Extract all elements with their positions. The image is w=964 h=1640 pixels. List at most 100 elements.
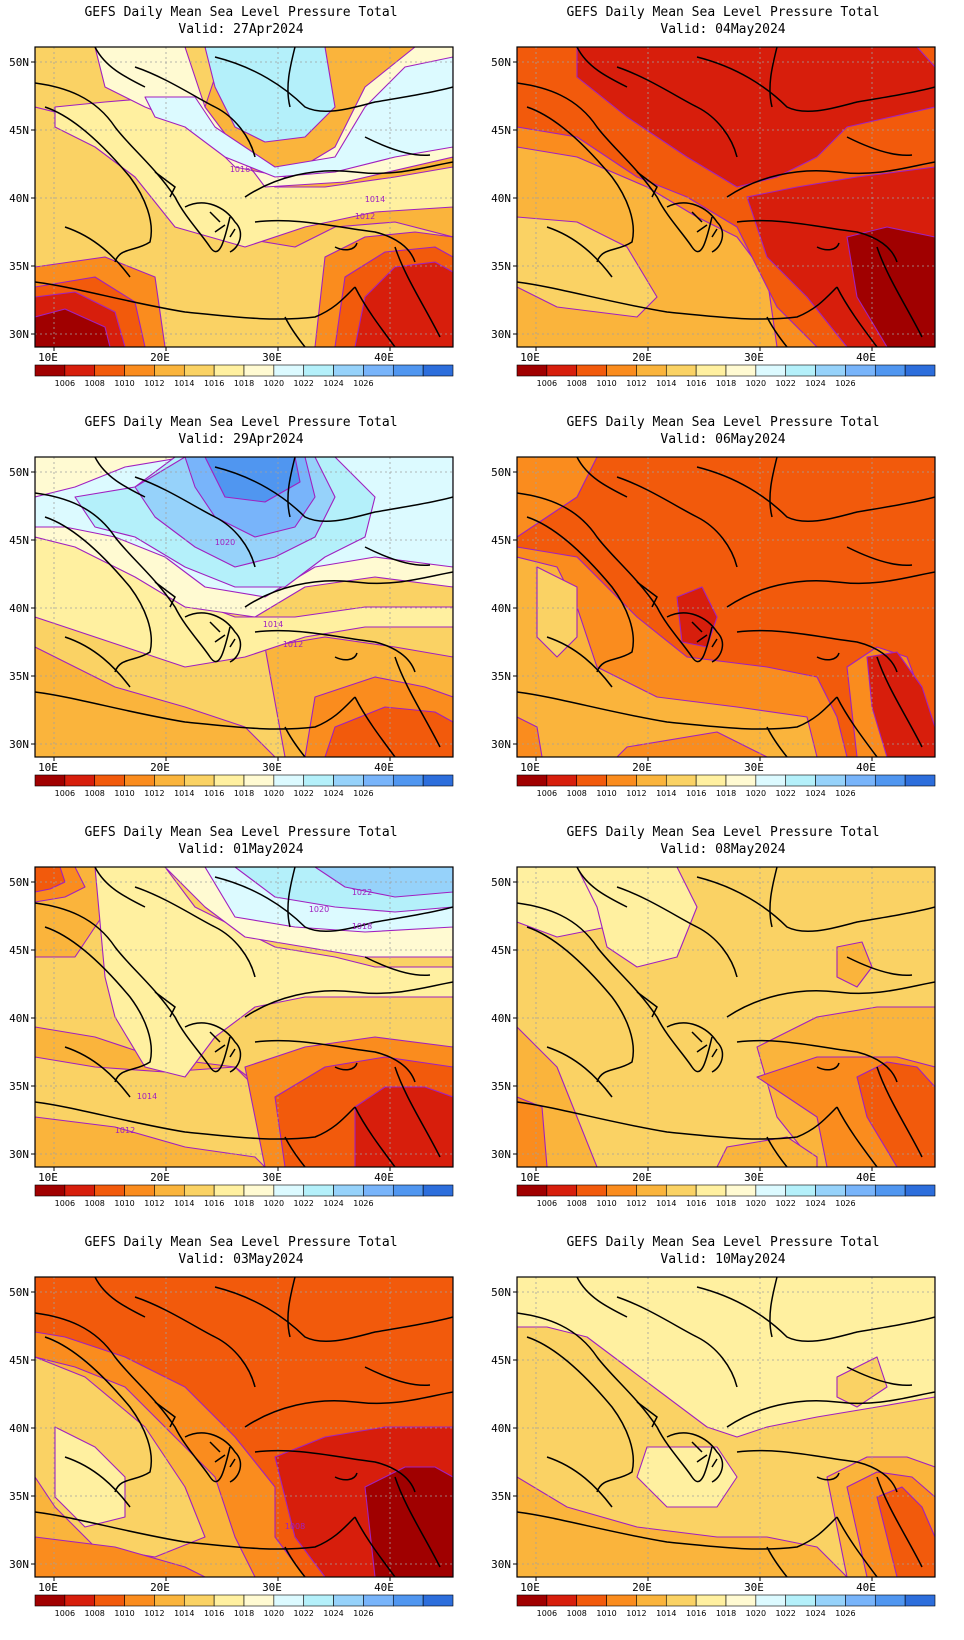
colorbar-swatch: [516, 774, 548, 787]
colorbar-label: 1010: [596, 379, 616, 388]
colorbar-swatch: [576, 1184, 607, 1197]
grid-lines: [35, 47, 453, 347]
latitude-label: 35N: [9, 260, 29, 273]
latitude-label: 45N: [9, 1354, 29, 1367]
latitude-label: 40N: [491, 192, 511, 205]
colorbar-swatch: [636, 1594, 667, 1607]
colorbar-label: 1018: [234, 1609, 254, 1618]
colorbar-swatch: [273, 364, 305, 377]
colorbar-swatch: [392, 364, 424, 377]
valid-date: Valid: 03May2024: [178, 1252, 304, 1267]
colorbar-label: 1008: [567, 1609, 587, 1618]
longitude-label: 40E: [374, 761, 394, 774]
colorbar-label: 1006: [55, 379, 75, 388]
colorbar-swatch: [64, 1184, 96, 1197]
latitude-label: 45N: [9, 534, 29, 547]
longitude-label: 10E: [38, 761, 58, 774]
colorbar-label: 1014: [656, 1199, 676, 1208]
map-area: 1016 1014 1012: [35, 47, 453, 347]
colorbar-label: 1008: [85, 789, 105, 798]
colorbar-swatch: [94, 774, 125, 787]
pressure-contour-band: [204, 47, 336, 143]
colorbar-label: 1008: [85, 379, 105, 388]
grid-lines: [517, 1277, 935, 1577]
colorbar-label: 1016: [686, 1609, 706, 1618]
colorbar-swatch: [725, 774, 757, 787]
map-panel-5: GEFS Daily Mean Sea Level Pressure Total…: [0, 820, 482, 1230]
colorbar-label: 1016: [204, 379, 224, 388]
latitude-label: 40N: [9, 602, 29, 615]
colorbar-swatch: [213, 774, 245, 787]
colorbar-label: 1022: [776, 1199, 796, 1208]
colorbar-swatch: [665, 774, 697, 787]
colorbar-swatch: [183, 774, 215, 787]
pressure-contour-band: [536, 566, 578, 658]
contour-label: 1012: [283, 640, 303, 649]
colorbar-swatch: [183, 1184, 215, 1197]
longitude-label: 20E: [632, 761, 652, 774]
map-panel-3: GEFS Daily Mean Sea Level Pressure Total…: [0, 410, 482, 820]
colorbar-swatch: [725, 1594, 757, 1607]
colorbar-swatch: [815, 1184, 846, 1197]
colorbar-label: 1012: [626, 1199, 646, 1208]
colorbar-swatch: [785, 1594, 816, 1607]
colorbar-swatch: [213, 1184, 245, 1197]
colorbar-swatch: [904, 1184, 936, 1197]
colorbar-label: 1006: [537, 1609, 557, 1618]
colorbar-swatch: [785, 364, 816, 377]
colorbar-swatch: [363, 364, 394, 377]
colorbar-swatch: [904, 774, 936, 787]
map-panel-8: GEFS Daily Mean Sea Level Pressure Total…: [482, 1230, 964, 1640]
colorbar-swatch: [333, 364, 364, 377]
longitude-label: 30E: [744, 1581, 764, 1594]
colorbar-label: 1020: [264, 1199, 284, 1208]
colorbar-label: 1014: [174, 1199, 194, 1208]
colorbar-swatch: [785, 774, 816, 787]
colorbar-swatch: [124, 1184, 155, 1197]
coastlines: [517, 1277, 935, 1577]
longitude-label: 40E: [856, 1581, 876, 1594]
grid-lines: [35, 457, 453, 757]
grid-lines: [35, 867, 453, 1167]
colorbar-swatch: [213, 1594, 245, 1607]
colorbar-label: 1010: [114, 789, 134, 798]
colorbar-swatch: [815, 774, 846, 787]
colorbar-label: 1022: [776, 789, 796, 798]
map-area: 1008: [35, 1277, 453, 1577]
colorbar-swatch: [755, 364, 787, 377]
colorbar-swatch: [34, 1594, 66, 1607]
latitude-label: 30N: [491, 1558, 511, 1571]
colorbar-label: 1014: [656, 1609, 676, 1618]
colorbar-swatch: [273, 1594, 305, 1607]
latitude-label: 40N: [491, 602, 511, 615]
colorbar-swatch: [665, 1594, 697, 1607]
longitude-label: 10E: [38, 1171, 58, 1184]
pressure-contour-band: [856, 1061, 935, 1167]
colorbar-label: 1016: [686, 379, 706, 388]
colorbar-swatch: [64, 774, 96, 787]
colorbar-swatch: [392, 1184, 424, 1197]
colorbar-label: 1022: [294, 379, 314, 388]
contour-label: 1014: [263, 620, 283, 629]
colorbar-swatch: [904, 364, 936, 377]
colorbar-swatch: [665, 364, 697, 377]
colorbar-swatch: [546, 1594, 578, 1607]
colorbar-swatch: [273, 1184, 305, 1197]
colorbar-swatch: [303, 774, 334, 787]
colorbar-label: 1024: [805, 1609, 825, 1618]
colorbar-swatch: [606, 1184, 637, 1197]
colorbar-label: 1014: [656, 789, 676, 798]
valid-date: Valid: 10May2024: [660, 1252, 786, 1267]
colorbar-label: 1012: [626, 789, 646, 798]
latitude-label: 30N: [9, 328, 29, 341]
map-panel-6: GEFS Daily Mean Sea Level Pressure Total…: [482, 820, 964, 1230]
colorbar-label: 1020: [264, 1609, 284, 1618]
grid-lines: [517, 457, 935, 757]
colorbar-swatch: [94, 1594, 125, 1607]
contour-label: 1014: [365, 195, 385, 204]
pressure-contour-band: [35, 1116, 266, 1167]
latitude-label: 45N: [491, 944, 511, 957]
colorbar-swatch: [183, 1594, 215, 1607]
